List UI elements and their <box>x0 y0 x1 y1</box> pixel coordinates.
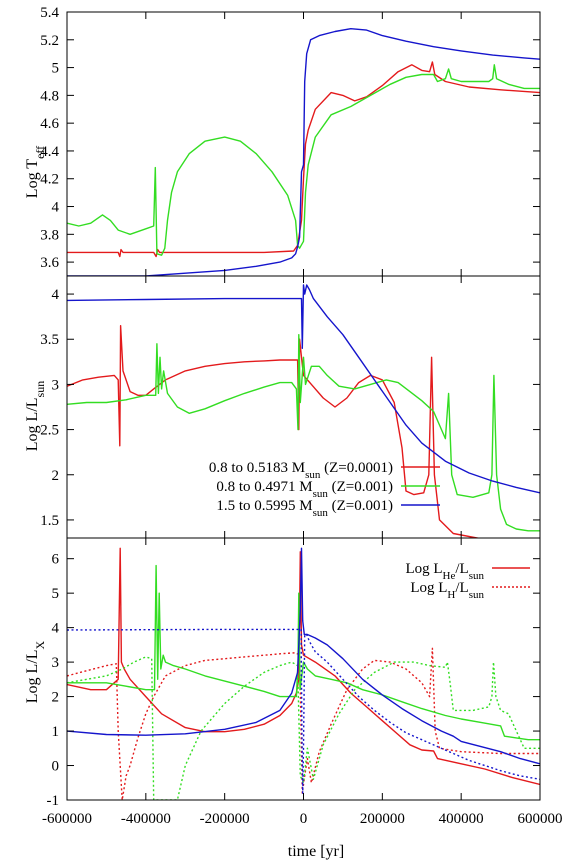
series-ratio-green-solid <box>67 564 540 741</box>
series-group-ratio <box>67 547 540 800</box>
xtick-label: 200000 <box>360 811 405 827</box>
ytick-label: 2 <box>52 690 60 706</box>
ytick-label: 5.4 <box>40 5 59 21</box>
ytick-label: 1.5 <box>40 513 59 529</box>
y-axis-title-teff: Log Teff <box>24 146 47 198</box>
panel-lum: 1.5 2 2.5 3 3.5 4 <box>40 275 541 539</box>
panel-ratio: -1 0 1 2 3 4 5 6 <box>47 537 541 809</box>
series-group-teff <box>67 28 540 276</box>
x-axis-title: time [yr] <box>288 843 344 860</box>
ytick-label: 4.4 <box>40 144 59 160</box>
ytick-label: 4.2 <box>40 172 59 188</box>
ytick-label: 3.8 <box>40 227 59 243</box>
legend-entry-red: 0.8 to 0.5183 Msun (Z=0.0001) <box>209 460 393 481</box>
xtick-label: 600000 <box>518 811 563 827</box>
ytick-label: 3.6 <box>40 255 59 271</box>
ytick-label: -1 <box>47 793 60 809</box>
xtick-label: 400000 <box>439 811 484 827</box>
ytick-label: 4.8 <box>40 88 59 104</box>
ytick-label: 3 <box>52 655 60 671</box>
xtick-label: -200000 <box>200 811 250 827</box>
xtick-label: 0 <box>300 811 308 827</box>
series-ratio-blue-solid <box>67 547 540 765</box>
xtick-label: -400000 <box>121 811 171 827</box>
legend-lum: 0.8 to 0.5183 Msun (Z=0.0001) 0.8 to 0.4… <box>209 460 440 519</box>
ytick-label: 0 <box>52 759 60 775</box>
panel-teff: 3.6 3.8 4 4.2 4.4 4.6 4.8 5 5.2 5.4 <box>40 5 541 277</box>
series-lum-red-solid <box>67 325 482 538</box>
series-ratio-red-dotted <box>67 647 540 800</box>
series-lum-blue-solid <box>67 284 540 494</box>
ytick-label: 3.5 <box>40 332 59 348</box>
ytick-label: 6 <box>52 552 60 568</box>
series-ratio-green-dotted <box>67 656 540 800</box>
series-lum-green-solid <box>67 334 540 532</box>
legend-entry-green: 0.8 to 0.4971 Msun (Z=0.001) <box>216 479 393 500</box>
y-axis-title-lum: Log L/Lsun <box>24 381 47 451</box>
legend-ratio: Log LHe/Lsun Log LH/Lsun <box>405 561 530 601</box>
ytick-label: 5 <box>52 61 60 77</box>
ytick-label: 5 <box>52 586 60 602</box>
legend-entry-blue: 1.5 to 0.5995 Msun (Z=0.001) <box>216 498 393 519</box>
ytick-label: 4.6 <box>40 116 59 132</box>
ytick-label: 3 <box>52 377 60 393</box>
series-group-lum <box>67 284 540 538</box>
ytick-label: 1 <box>52 724 60 740</box>
series-teff-blue-solid <box>67 28 540 276</box>
ytick-label: 2 <box>52 468 60 484</box>
legend-entry-lhe: Log LHe/Lsun <box>405 561 484 582</box>
y-axis-title-ratio: Log L/LX <box>24 640 47 703</box>
xtick-label: -600000 <box>42 811 92 827</box>
ytick-label: 2.5 <box>40 423 59 439</box>
ytick-label: 4 <box>52 621 60 637</box>
ytick-label: 4 <box>52 200 60 216</box>
ytick-label: 5.2 <box>40 33 59 49</box>
ytick-label: 4 <box>52 287 60 303</box>
series-teff-red-solid <box>67 61 540 258</box>
legend-entry-lh: Log LH/Lsun <box>410 580 484 601</box>
